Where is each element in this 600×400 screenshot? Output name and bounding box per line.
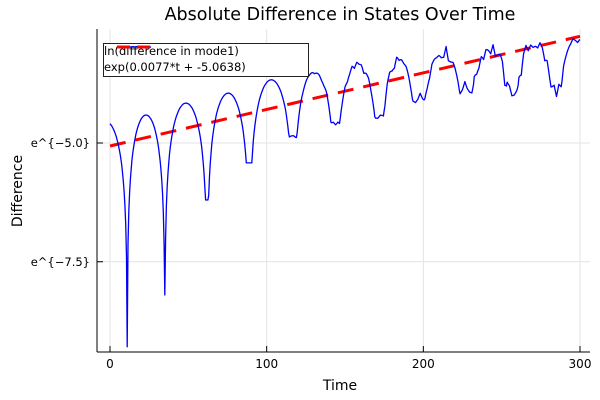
x-tick-label: 200 bbox=[412, 357, 435, 371]
fit-line bbox=[109, 34, 581, 148]
difference-series-line bbox=[109, 38, 581, 348]
legend: ln(difference in mode1) exp(0.0077*t + -… bbox=[103, 43, 309, 77]
grid-layer bbox=[97, 29, 590, 352]
x-tick-label: 0 bbox=[106, 357, 114, 371]
x-tick-label: 100 bbox=[255, 357, 278, 371]
y-tick-label: e^{−7.5} bbox=[31, 255, 90, 269]
x-axis-label: Time bbox=[322, 378, 357, 394]
y-axis-label: Difference bbox=[10, 155, 26, 227]
red-dashed-sample-icon bbox=[117, 45, 151, 49]
axis-layer: 0 100 200 300 e^{−5.0} e^{−7.5} bbox=[31, 29, 592, 371]
legend-label-difference: ln(difference in mode1) bbox=[104, 44, 239, 59]
chart-title: Absolute Difference in States Over Time bbox=[165, 5, 516, 25]
x-tick-label: 300 bbox=[569, 357, 592, 371]
legend-row-fit: exp(0.0077*t + -5.0638) bbox=[104, 45, 308, 75]
y-tick-label: e^{−5.0} bbox=[31, 136, 90, 150]
legend-label-fit: exp(0.0077*t + -5.0638) bbox=[104, 60, 246, 75]
